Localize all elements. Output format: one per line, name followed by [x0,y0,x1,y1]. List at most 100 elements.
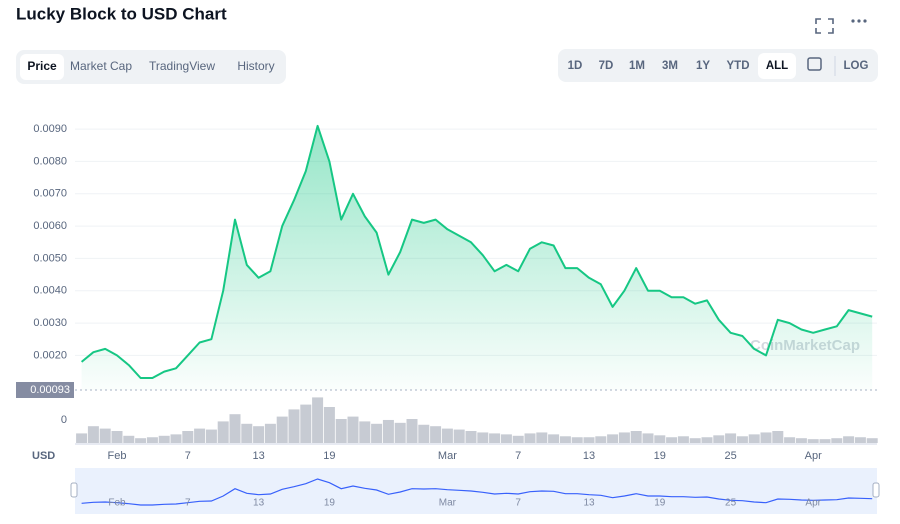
x-tick-label: Mar [438,450,457,462]
navigator-tick-label: 13 [253,498,265,509]
calendar-icon[interactable] [807,57,822,71]
volume-bar [359,421,371,443]
baseline-tag [16,382,74,398]
volume-bar [831,438,843,443]
navigator-tick-label: 19 [654,498,666,509]
navigator-tick-label: Mar [439,498,457,509]
x-tick-label: 7 [185,450,191,462]
volume-bar [843,436,855,443]
navigator-tick-label: 7 [515,498,521,509]
volume-bar [465,431,477,443]
navigator-tick-label: Apr [805,498,821,509]
navigator-handle-left[interactable] [70,482,78,498]
volume-bar [430,426,442,443]
y-tick-label: 0.0070 [33,188,67,200]
volume-bar [713,435,725,443]
volume-bar [276,416,288,443]
volume-bar [111,431,123,443]
volume-bar [618,432,630,443]
tab-bar [16,50,286,84]
navigator-handle-right[interactable] [872,482,880,498]
range-bar [558,49,878,82]
x-tick-label: 7 [515,450,521,462]
price-area [81,125,873,391]
volume-bar [866,438,878,443]
range-button[interactable]: 3M [662,60,678,72]
currency-label: USD [32,450,55,462]
navigator-tick-label: Feb [108,498,126,509]
more-icon[interactable] [851,19,867,23]
volume-bar [264,423,276,443]
log-button[interactable]: LOG [844,60,869,72]
volume-bar [182,431,194,443]
volume-bar [512,435,524,443]
x-tick-label: 13 [583,450,595,462]
volume-bar [784,437,796,443]
volume-bar [607,434,619,443]
volume-bar [583,437,595,443]
volume-bar [795,438,807,443]
volume-bar [241,423,253,443]
x-tick-label: Apr [805,450,822,462]
volume-bar [548,434,560,443]
volume-bar [394,422,406,443]
volume-bar [371,423,383,443]
navigator-tick-label: 19 [324,498,336,509]
fullscreen-icon[interactable] [815,18,834,34]
range-button[interactable]: 7D [599,60,614,72]
volume-bar [559,436,571,443]
volume-bar [701,437,713,443]
volume-bar [253,426,265,443]
price-line [80,124,873,379]
volume-bar [819,439,831,443]
volume-bar [123,435,135,443]
tab[interactable]: TradingView [149,59,215,73]
volume-bar [666,437,678,443]
navigator-tick-label: 13 [583,498,595,509]
tab[interactable]: Price [27,59,57,73]
chart-title: Lucky Block to USD Chart [16,4,227,23]
volume-bar [677,436,689,443]
navigator-tick-label: 7 [185,498,191,509]
volume-bar [477,432,489,443]
tab[interactable]: History [237,59,274,73]
x-tick-label: 25 [724,450,736,462]
baseline-label: 0.00093 [30,384,70,396]
volume-bar [500,434,512,443]
volume-bar [205,429,217,443]
volume-bar [748,434,760,443]
range-button[interactable]: 1M [629,60,645,72]
volume-tick-label: 0 [61,414,67,426]
volume-bar [725,433,737,443]
x-tick-label: 19 [323,450,335,462]
volume-bar [217,421,229,443]
range-button[interactable]: ALL [766,60,788,72]
range-button[interactable]: 1Y [696,60,710,72]
volume-bar [642,433,654,443]
navigator-line [81,478,873,506]
navigator-tick-label: 25 [725,498,737,509]
dot [857,19,861,23]
volume-bar [772,431,784,443]
volume-bar [312,397,324,443]
tab[interactable]: Market Cap [70,59,132,73]
range-button[interactable]: YTD [727,60,750,72]
y-tick-label: 0.0030 [33,317,67,329]
range-button[interactable]: 1D [568,60,583,72]
volume-bar [382,419,394,443]
volume-bar [654,435,666,443]
volume-bar [406,419,418,443]
range-active [758,53,796,79]
y-tick-label: 0.0090 [33,123,67,135]
y-tick-label: 0.0040 [33,285,67,297]
volume-bar [300,404,312,443]
volume-bar [854,437,866,443]
volume-bar [807,439,819,443]
volume-bar [158,435,170,443]
y-tick-label: 0.0080 [33,155,67,167]
y-tick-label: 0.0060 [33,220,67,232]
volume-bar [689,438,701,443]
volume-bar [335,419,347,443]
